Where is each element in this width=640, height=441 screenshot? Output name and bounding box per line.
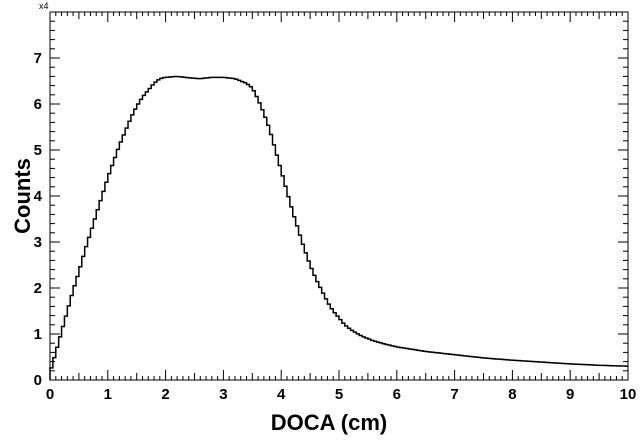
x-tick-label: 7	[450, 386, 458, 403]
x-tick-label: 9	[566, 386, 574, 403]
y-tick-label: 1	[34, 326, 42, 343]
histogram-series	[49, 75, 628, 380]
y-axis-title: Counts	[10, 158, 35, 234]
y-tick-label: 5	[34, 142, 42, 159]
y-tick-label: 0	[34, 372, 42, 389]
x-axis-title: DOCA (cm)	[271, 410, 388, 435]
y-tick-label: 4	[34, 188, 43, 205]
x-tick-label: 2	[161, 386, 169, 403]
x-tick-label: 3	[219, 386, 227, 403]
x-tick-label: 5	[335, 386, 343, 403]
y-tick-label: 3	[34, 234, 42, 251]
axis-ticks	[49, 11, 629, 381]
y-tick-label: 7	[34, 50, 42, 67]
y-multiplier-label: x4	[39, 1, 49, 11]
axis-tick-labels: 0 1 2 3 4 5 6 7 8 9 10 0 1 2 3 4 5 6 7	[34, 50, 637, 403]
x-tick-label: 1	[104, 386, 112, 403]
x-tick-label: 8	[508, 386, 516, 403]
x-tick-label: 10	[620, 386, 637, 403]
y-tick-label: 6	[34, 96, 42, 113]
plot-frame	[49, 11, 629, 381]
x-tick-label: 0	[46, 386, 54, 403]
x-tick-label: 6	[393, 386, 401, 403]
y-tick-label: 2	[34, 280, 42, 297]
x-tick-label: 4	[277, 386, 286, 403]
